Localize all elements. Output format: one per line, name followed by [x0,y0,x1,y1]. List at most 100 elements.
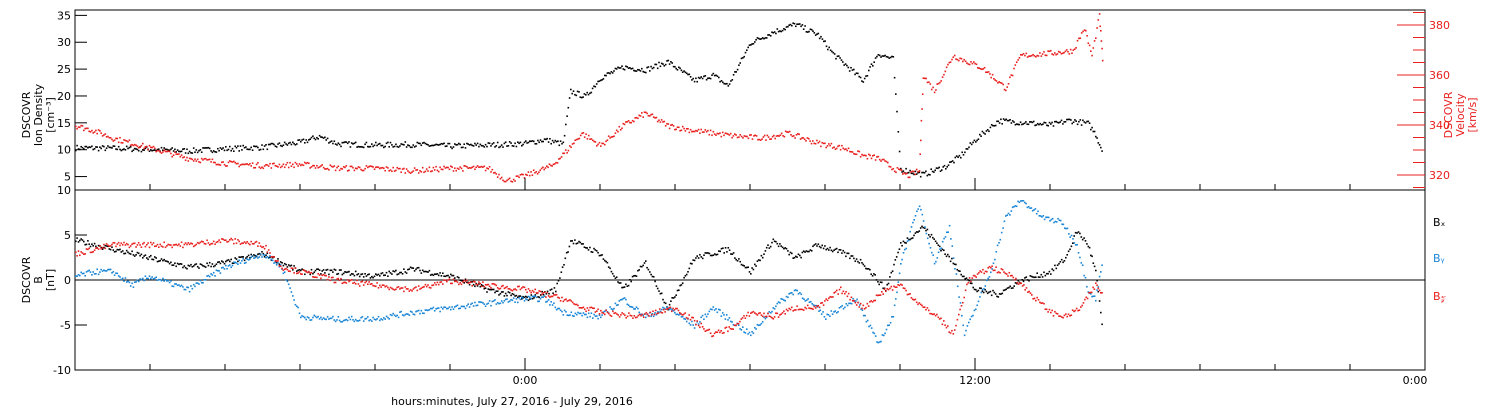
velocity-point [643,111,646,113]
bz-point [713,332,716,335]
by-point [692,324,694,326]
velocity-point [1001,82,1003,84]
bz-point [567,299,570,302]
bx-point [176,262,179,265]
by-point [963,334,966,337]
bx-point [151,258,153,261]
by-point [519,298,522,301]
velocity-point [1096,27,1098,29]
velocity-point [753,135,755,137]
by-point [987,277,989,280]
bx-point [915,231,918,233]
bx-point [1092,262,1095,264]
velocity-point [538,171,540,173]
density-point [391,144,393,146]
bx-point [791,252,793,255]
bx-point [530,294,533,296]
velocity-point [164,150,167,153]
velocity-point [389,169,392,171]
velocity-point [687,128,689,130]
velocity-point [133,143,136,146]
bx-point [997,296,1000,298]
density-point [1046,124,1048,127]
velocity-point [583,136,586,138]
bx-point [175,265,177,268]
by-point [578,312,581,315]
by-point [143,279,145,282]
velocity-point [547,166,549,169]
bx-point [200,263,203,266]
bx-point [600,254,602,257]
velocity-point [744,135,747,138]
velocity-point [1028,55,1030,57]
velocity-point [519,174,522,176]
velocity-point [387,167,389,169]
density-point [428,145,431,147]
bx-point [312,272,314,275]
velocity-point [960,57,963,60]
by-point [413,313,416,316]
by-point [249,258,251,260]
density-point [424,142,427,145]
bz-point [352,282,354,284]
density-point [659,65,662,68]
bx-point [162,259,164,262]
bz-point [661,312,664,314]
velocity-point [721,131,724,134]
bz-point [518,285,520,288]
bz-point [1019,282,1021,284]
density-point [586,91,588,94]
velocity-point [932,86,934,89]
velocity-point [206,159,208,161]
bz-point [781,312,784,314]
velocity-point [761,138,763,140]
by-point [1050,218,1053,221]
velocity-point [486,167,488,169]
density-point [1100,146,1102,149]
density-point [842,61,844,63]
density-point [1026,123,1028,125]
by-point [486,303,488,305]
bx-point [1047,272,1049,275]
density-point [861,80,863,82]
density-point [631,67,634,70]
by-point [897,281,900,283]
bx-point [504,292,507,295]
bx-point [870,273,872,275]
bz-point [1078,309,1081,311]
bx-point [293,265,295,267]
velocity-point [558,158,560,160]
by-point [1014,205,1017,207]
velocity-point [921,108,923,110]
density-point [427,144,429,146]
by-point [203,279,206,281]
velocity-point [592,139,594,142]
density-point [358,146,361,148]
bx-point [119,248,121,251]
bx-point [689,262,692,265]
velocity-point [615,129,618,132]
velocity-point [944,70,947,73]
bx-point [1063,260,1066,262]
bx-point [817,243,820,245]
velocity-point [799,138,802,140]
by-point [681,315,684,318]
density-point [266,148,269,151]
velocity-point [309,167,311,169]
by-point [175,283,177,285]
bx-point [968,279,970,282]
velocity-point [399,167,401,170]
by-point [292,295,294,297]
bx-point [639,265,642,268]
bx-point [1014,282,1017,284]
bx-point [1000,293,1002,295]
density-point [1078,120,1080,123]
by-point [136,279,139,282]
velocity-point [150,146,152,149]
velocity-point [128,139,131,141]
by-point [633,308,635,310]
velocity-point [692,130,694,133]
density-point [230,149,232,152]
bz-point [150,241,152,244]
density-point [208,147,211,150]
